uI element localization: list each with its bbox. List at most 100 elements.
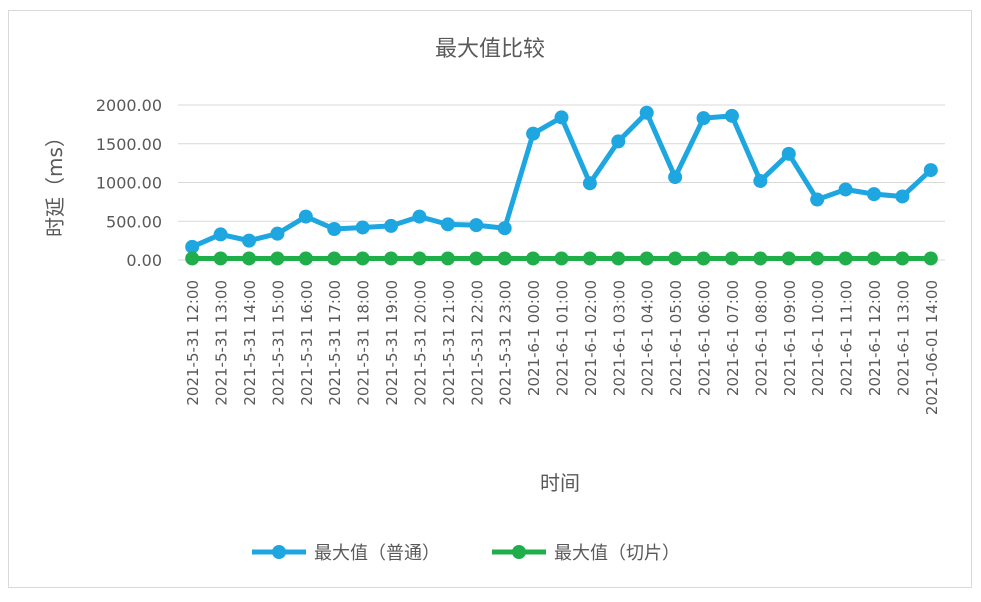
x-tick-label: 2021-6-1 02:00 bbox=[582, 280, 600, 396]
chart-title: 最大值比较 bbox=[435, 37, 545, 62]
data-point bbox=[582, 251, 597, 266]
data-point bbox=[895, 189, 910, 204]
data-point bbox=[384, 251, 399, 266]
legend-swatch-marker-slice bbox=[512, 545, 526, 559]
y-axis-ticks: 2000.00 1500.00 1000.00 500.00 0.00 bbox=[96, 96, 162, 270]
x-tick-label: 2021-6-1 04:00 bbox=[639, 280, 657, 396]
data-point bbox=[384, 218, 399, 233]
data-point bbox=[213, 251, 228, 266]
data-point bbox=[270, 251, 285, 266]
data-point bbox=[327, 251, 342, 266]
data-point bbox=[298, 209, 313, 224]
y-tick-label: 1000.00 bbox=[96, 174, 162, 193]
x-tick-label: 2021-5-31 21:00 bbox=[440, 280, 458, 406]
data-point bbox=[923, 163, 938, 178]
data-point bbox=[440, 217, 455, 232]
data-point bbox=[270, 226, 285, 241]
x-tick-label: 2021-6-1 08:00 bbox=[752, 280, 770, 396]
x-tick-label: 2021-6-1 07:00 bbox=[724, 280, 742, 396]
data-point bbox=[753, 173, 768, 188]
data-point bbox=[668, 170, 683, 185]
x-tick-label: 2021-5-31 19:00 bbox=[383, 280, 401, 406]
data-point bbox=[781, 251, 796, 266]
data-point bbox=[611, 251, 626, 266]
legend: 最大值（普通） 最大值（切片） bbox=[252, 543, 680, 564]
grid-lines bbox=[178, 104, 945, 261]
data-point bbox=[355, 251, 370, 266]
y-tick-label: 0.00 bbox=[126, 251, 162, 270]
series-group bbox=[185, 105, 938, 266]
data-point bbox=[895, 251, 910, 266]
data-point bbox=[440, 251, 455, 266]
data-point bbox=[753, 251, 768, 266]
data-point bbox=[469, 251, 484, 266]
y-axis-title: 时延（ms） bbox=[43, 127, 67, 237]
data-point bbox=[639, 105, 654, 120]
x-tick-label: 2021-6-1 09:00 bbox=[781, 280, 799, 396]
data-point bbox=[611, 134, 626, 149]
data-point bbox=[497, 221, 512, 236]
data-point bbox=[298, 251, 313, 266]
data-point bbox=[696, 111, 711, 126]
x-tick-label: 2021-5-31 16:00 bbox=[298, 280, 316, 406]
x-tick-label: 2021-6-1 06:00 bbox=[696, 280, 714, 396]
x-tick-label: 2021-5-31 23:00 bbox=[497, 280, 515, 406]
legend-swatch-marker-normal bbox=[272, 545, 286, 559]
data-point bbox=[838, 182, 853, 197]
data-point bbox=[213, 227, 228, 242]
data-point bbox=[185, 239, 200, 254]
data-point bbox=[497, 251, 512, 266]
data-point bbox=[554, 110, 569, 125]
data-point bbox=[866, 187, 881, 202]
y-tick-label: 2000.00 bbox=[96, 96, 162, 115]
data-point bbox=[355, 220, 370, 235]
x-tick-label: 2021-5-31 17:00 bbox=[326, 280, 344, 406]
data-point bbox=[668, 251, 683, 266]
data-point bbox=[412, 251, 427, 266]
data-point bbox=[781, 146, 796, 161]
y-tick-label: 1500.00 bbox=[96, 135, 162, 154]
y-tick-label: 500.00 bbox=[106, 212, 162, 231]
data-point bbox=[412, 209, 427, 224]
x-tick-label: 2021-5-31 12:00 bbox=[184, 280, 202, 406]
x-axis-title: 时间 bbox=[540, 471, 580, 495]
data-point bbox=[866, 251, 881, 266]
x-tick-label: 2021-5-31 13:00 bbox=[213, 280, 231, 406]
x-tick-label: 2021-6-1 13:00 bbox=[894, 280, 912, 396]
data-point bbox=[526, 126, 541, 141]
data-point bbox=[810, 251, 825, 266]
data-point bbox=[526, 251, 541, 266]
data-point bbox=[185, 251, 200, 266]
data-point bbox=[582, 176, 597, 191]
x-tick-label: 2021-6-1 01:00 bbox=[554, 280, 572, 396]
x-tick-label: 2021-6-1 00:00 bbox=[525, 280, 543, 396]
x-axis-ticks: 2021-5-31 12:00 2021-5-31 13:00 2021-5-31 … bbox=[184, 280, 941, 415]
data-point bbox=[469, 218, 484, 233]
x-tick-label: 2021-6-1 10:00 bbox=[809, 280, 827, 396]
legend-label-normal: 最大值（普通） bbox=[314, 543, 440, 564]
x-tick-label: 2021-5-31 18:00 bbox=[355, 280, 373, 406]
data-point bbox=[639, 251, 654, 266]
data-point bbox=[838, 251, 853, 266]
x-tick-label: 2021-5-31 15:00 bbox=[269, 280, 287, 406]
series-line-0 bbox=[189, 110, 934, 250]
x-tick-label: 2021-5-31 20:00 bbox=[411, 280, 429, 406]
x-tick-label: 2021-5-31 14:00 bbox=[241, 280, 259, 406]
data-point bbox=[242, 251, 257, 266]
chart-frame bbox=[8, 10, 972, 588]
data-point bbox=[724, 251, 739, 266]
x-tick-label: 2021-5-31 22:00 bbox=[468, 280, 486, 406]
x-tick-label: 2021-6-1 12:00 bbox=[866, 280, 884, 396]
x-tick-label: 2021-6-1 11:00 bbox=[838, 280, 856, 396]
data-point bbox=[696, 251, 711, 266]
x-tick-label: 2021-6-1 05:00 bbox=[667, 280, 685, 396]
data-point bbox=[810, 192, 825, 207]
data-point bbox=[327, 222, 342, 236]
data-point bbox=[554, 251, 569, 266]
data-point bbox=[923, 251, 938, 266]
x-tick-label: 2021-06-01 14:00 bbox=[923, 280, 941, 415]
legend-label-slice: 最大值（切片） bbox=[554, 543, 680, 564]
x-tick-label: 2021-6-1 03:00 bbox=[610, 280, 628, 396]
data-point bbox=[242, 233, 257, 248]
